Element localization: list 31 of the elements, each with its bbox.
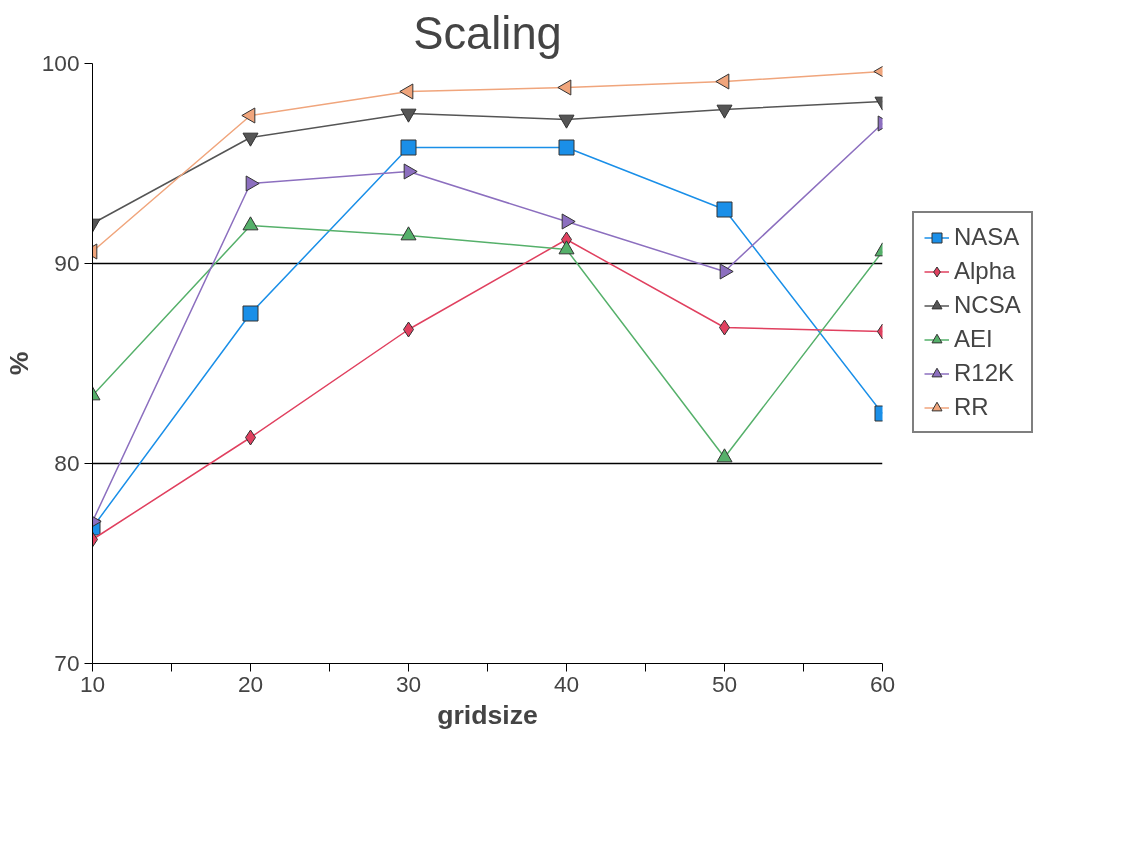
chart-title: Scaling <box>413 7 562 59</box>
x-tick-label: 10 <box>79 670 106 697</box>
x-tick-label: 50 <box>711 670 738 697</box>
y-tick-label: 70 <box>54 650 80 676</box>
point <box>557 79 572 96</box>
x-tick-label: 60 <box>869 670 896 697</box>
legend-label: Alpha <box>954 257 1016 285</box>
point <box>403 163 418 180</box>
point <box>715 73 730 90</box>
x-tick-label: 20 <box>237 670 264 697</box>
point <box>558 139 575 156</box>
legend-label: RR <box>954 393 989 421</box>
point <box>716 201 733 218</box>
point <box>400 139 417 156</box>
x-axis-title: gridsize <box>437 699 538 730</box>
point <box>558 114 575 129</box>
y-tick-label: 90 <box>54 250 80 276</box>
x-tick-label: 30 <box>395 670 422 697</box>
point <box>716 104 733 119</box>
point <box>245 175 260 192</box>
legend-label: AEI <box>954 325 993 353</box>
y-tick-label: 80 <box>54 450 80 476</box>
y-axis-title: % <box>3 351 34 376</box>
point <box>242 132 259 147</box>
y-tick-label: 100 <box>41 50 80 76</box>
point <box>400 108 417 123</box>
legend-label: NCSA <box>954 291 1021 319</box>
x-tick-label: 40 <box>553 670 580 697</box>
point <box>242 305 259 322</box>
legend-label: NASA <box>954 223 1020 251</box>
legend-label: R12K <box>954 359 1015 387</box>
